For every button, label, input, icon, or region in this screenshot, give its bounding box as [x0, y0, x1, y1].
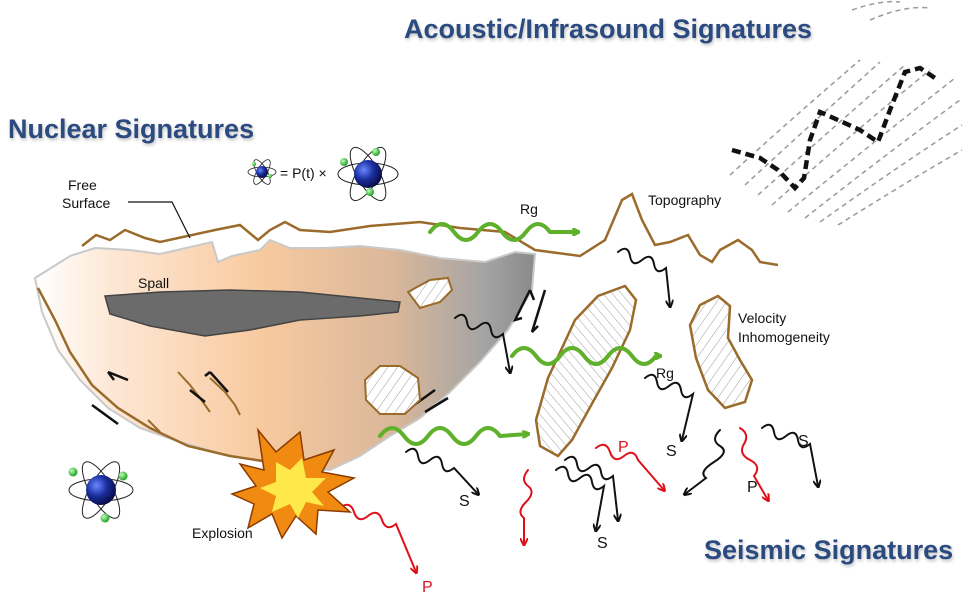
topography-label: Topography	[648, 192, 721, 208]
spall-zone	[104, 289, 401, 337]
rock-inclusion	[406, 276, 454, 310]
s-wave-label: S	[798, 433, 809, 450]
s-wave-label: S	[597, 535, 608, 552]
p-wave-label: P	[747, 479, 758, 496]
rg-label: Rg	[520, 201, 538, 217]
s-wave-label: S	[459, 493, 470, 510]
s-wave-label: S	[666, 443, 677, 460]
rock-inclusion	[363, 365, 422, 415]
explosion-fireball	[229, 427, 357, 540]
spall-label: Spall	[138, 275, 169, 291]
topography-line	[81, 192, 779, 267]
compressional-waves	[339, 427, 768, 572]
seismic-signatures-heading: Seismic Signatures	[704, 535, 954, 565]
free-surface-label-line1: Free	[68, 177, 97, 193]
atom-icon	[68, 461, 134, 523]
cavity-outer-edge	[36, 287, 271, 464]
velocity-inhomogeneity-body	[688, 294, 754, 410]
rg-label: Rg	[656, 365, 674, 381]
slip-arrows	[91, 289, 547, 426]
velocity-label-line1: Velocity	[738, 310, 786, 326]
free-surface-leader	[128, 201, 191, 239]
rayleigh-waves	[378, 222, 662, 446]
velocity-inhomogeneity-body	[534, 284, 638, 458]
free-surface-label-line2: Surface	[62, 195, 110, 211]
velocity-label-line2: Inhomogeneity	[738, 329, 830, 345]
nuclear-signatures-heading: Nuclear Signatures	[8, 114, 255, 144]
shear-waves	[405, 247, 818, 530]
acoustic-wavefronts	[729, 0, 963, 226]
acoustic-infrasound-heading: Acoustic/Infrasound Signatures	[404, 14, 813, 44]
equation-label: = P(t) ×	[280, 165, 327, 181]
p-wave-label: P	[618, 439, 629, 456]
p-wave-label: P	[422, 579, 433, 596]
atom-icon	[247, 159, 277, 185]
fracture-lines	[147, 371, 241, 433]
explosion-label: Explosion	[192, 525, 253, 541]
atom-icon	[337, 146, 399, 202]
cavity-zone	[33, 238, 537, 472]
